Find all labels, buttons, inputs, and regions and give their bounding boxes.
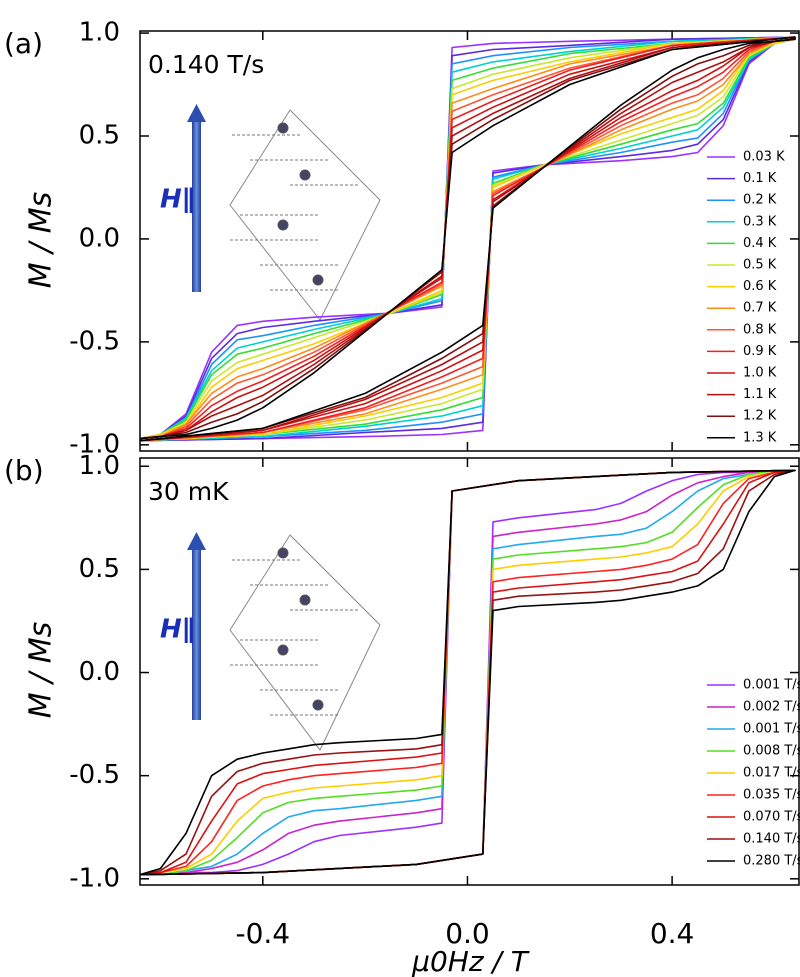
y-tick-label: 1.0 xyxy=(79,451,120,481)
annotation: 0.140 T/s xyxy=(148,50,264,79)
data-line xyxy=(140,470,795,874)
y-tick-label: -0.5 xyxy=(69,760,120,790)
y-tick-label: -1.0 xyxy=(69,863,120,893)
data-line xyxy=(140,470,795,874)
data-line xyxy=(140,470,795,874)
y-tick-label: 0.0 xyxy=(79,657,120,687)
y-axis-label: M / Ms xyxy=(24,622,59,719)
legend-label: 0.3 K xyxy=(743,214,777,229)
legend-label: 0.03 K xyxy=(743,150,785,165)
data-line xyxy=(140,470,795,874)
x-tick-label: 0.4 xyxy=(650,917,695,950)
legend-label: 0.008 T/s xyxy=(743,744,800,759)
legend-label: 0.280 T/s xyxy=(743,854,800,869)
annotation: 30 mK xyxy=(148,477,229,506)
y-tick-label: 1.0 xyxy=(79,18,120,48)
legend-label: 1.2 K xyxy=(743,409,777,424)
y-tick-label: 0.0 xyxy=(79,223,120,253)
y-tick-label: -0.5 xyxy=(69,326,120,356)
legend-label: 0.8 K xyxy=(743,322,777,337)
figure: 1.0 0.5 0.0 -0.5 -1.0 0.03 K 0.1 K 0.2 K 0.3 K 0.… xyxy=(0,0,800,977)
legend-label: 0.001 T/s xyxy=(743,678,800,693)
legend-label: 0.2 K xyxy=(743,193,777,208)
molecule-b xyxy=(230,535,380,750)
arrow-label: H∥ xyxy=(160,615,195,645)
legend-label: 0.070 T/s xyxy=(743,810,800,825)
legend-label: 0.9 K xyxy=(743,344,777,359)
x-tick-label: -0.4 xyxy=(235,917,290,950)
y-axis-label: M / Ms xyxy=(24,192,59,289)
y-tick-label: 0.5 xyxy=(79,554,120,584)
data-line xyxy=(140,470,795,874)
panel-label: (a) xyxy=(4,27,43,60)
legend-label: 0.1 K xyxy=(743,171,777,186)
legend-label: 0.035 T/s xyxy=(743,788,800,803)
legend-label: 0.7 K xyxy=(743,301,777,316)
data-line xyxy=(140,470,795,874)
legend-label: 1.0 K xyxy=(743,366,777,381)
legend-label: 0.140 T/s xyxy=(743,832,800,847)
page: 1.0 0.5 0.0 -0.5 -1.0 0.03 K 0.1 K 0.2 K 0.3 K 0.… xyxy=(0,0,800,977)
data-line xyxy=(140,470,795,874)
legend-label: 0.017 T/s xyxy=(743,766,800,781)
arrow-label: H∥ xyxy=(160,185,195,215)
data-line xyxy=(140,37,795,441)
legend-label: 0.001 T/s xyxy=(743,722,800,737)
y-tick-label: 0.5 xyxy=(79,121,120,151)
legend-label: 0.002 T/s xyxy=(743,700,800,715)
legend-label: 1.3 K xyxy=(743,430,777,445)
legend-label: 0.6 K xyxy=(743,279,777,294)
x-axis-label: μ0Hz / T xyxy=(411,945,530,977)
data-line xyxy=(140,470,795,874)
panel-label: (b) xyxy=(4,454,44,487)
data-line xyxy=(140,470,795,874)
molecule-a xyxy=(230,110,380,320)
legend-label: 0.5 K xyxy=(743,258,777,273)
legend-label: 0.4 K xyxy=(743,236,777,251)
legend-label: 1.1 K xyxy=(743,387,777,402)
